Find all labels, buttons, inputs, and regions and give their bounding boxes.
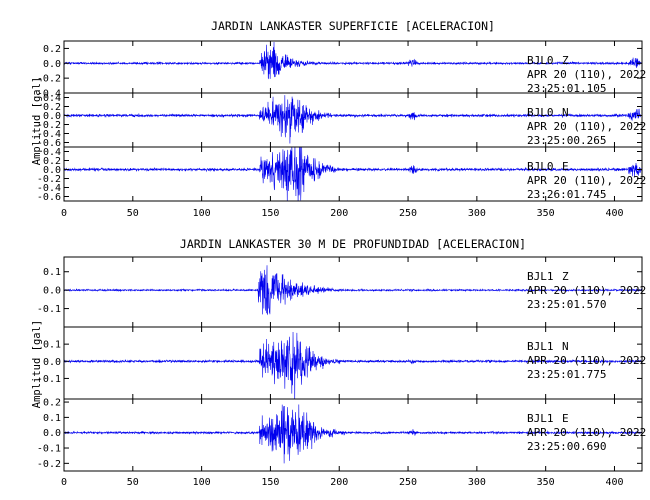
y-tick-label: -0.4	[37, 129, 61, 140]
y-tick-label: 0.2	[43, 44, 61, 55]
y-tick-label: -0.4	[37, 183, 61, 194]
waveform-trace	[64, 95, 642, 144]
x-tick-label: 400	[605, 477, 623, 488]
panel-frame	[63, 146, 643, 202]
waveform-trace	[64, 331, 642, 399]
x-tick-label: 350	[537, 208, 555, 219]
component-code: Z	[562, 270, 569, 283]
x-tick-label: 50	[127, 477, 139, 488]
y-tick-label: -0.1	[37, 374, 61, 385]
y-tick-label: -0.1	[37, 304, 61, 315]
y-tick-label: 0.2	[43, 398, 61, 409]
station-code: BJL0	[527, 54, 554, 67]
x-tick-label: 100	[193, 208, 211, 219]
x-tick-label: 200	[330, 477, 348, 488]
chart-title: JARDIN LANKASTER 30 M DE PROFUNDIDAD [AC…	[180, 237, 526, 251]
y-tick-label: -0.6	[37, 138, 61, 149]
y-tick-label: -0.2	[37, 459, 61, 470]
waveform-trace	[64, 404, 642, 464]
y-tick-label: 0.4	[43, 147, 61, 158]
y-tick-label: 0.2	[43, 156, 61, 167]
record-time: 23:25:01.775	[527, 368, 606, 381]
record-time: 23:26:01.745	[527, 188, 606, 201]
record-time: 23:25:01.570	[527, 298, 606, 311]
record-date: APR 20 (110), 2022	[527, 354, 646, 367]
x-tick-label: 250	[399, 477, 417, 488]
y-tick-label: 0.0	[43, 111, 61, 122]
component-code: E	[562, 412, 569, 425]
waveform-trace	[64, 147, 642, 201]
y-tick-label: -0.2	[37, 174, 61, 185]
x-tick-label: 350	[537, 477, 555, 488]
y-tick-label: -0.4	[37, 89, 61, 100]
station-code: BJL0	[527, 106, 554, 119]
y-tick-label: 0.0	[43, 59, 61, 70]
x-tick-label: 300	[468, 477, 486, 488]
y-tick-label: -0.1	[37, 444, 61, 455]
record-date: APR 20 (110), 2022	[527, 284, 646, 297]
y-tick-label: 0.2	[43, 102, 61, 113]
record-date: APR 20 (110), 2022	[527, 426, 646, 439]
y-tick-label: 0.1	[43, 340, 61, 351]
record-date: APR 20 (110), 2022	[527, 120, 646, 133]
record-date: APR 20 (110), 2022	[527, 174, 646, 187]
y-tick-label: -0.2	[37, 120, 61, 131]
y-tick-label: -0.6	[37, 192, 61, 203]
y-tick-label: 0.0	[43, 165, 61, 176]
station-code: BJL1	[527, 412, 554, 425]
x-tick-label: 400	[605, 208, 623, 219]
record-time: 23:25:01.105	[527, 82, 606, 95]
x-tick-label: 150	[261, 208, 279, 219]
station-code: BJL1	[527, 270, 554, 283]
component-code: Z	[562, 54, 569, 67]
record-date: APR 20 (110), 2022	[527, 68, 646, 81]
y-axis-label: Amplitud [gal]	[31, 320, 43, 409]
component-code: N	[562, 340, 569, 353]
x-tick-label: 0	[61, 208, 67, 219]
x-tick-label: 50	[127, 208, 139, 219]
y-tick-label: -0.2	[37, 74, 61, 85]
y-tick-label: 0.0	[43, 357, 61, 368]
station-code: BJL1	[527, 340, 554, 353]
x-tick-label: 150	[261, 477, 279, 488]
seismogram-chart-2: JARDIN LANKASTER 30 M DE PROFUNDIDAD [AC…	[31, 237, 646, 488]
y-tick-label: 0.1	[43, 413, 61, 424]
seismogram-chart-1: JARDIN LANKASTER SUPERFICIE [ACELERACION…	[31, 19, 646, 219]
y-axis-label: Amplitud [gal]	[31, 77, 43, 166]
x-tick-label: 200	[330, 208, 348, 219]
panel-frame	[63, 398, 643, 472]
component-code: E	[562, 160, 569, 173]
y-tick-label: 0.1	[43, 267, 61, 278]
y-tick-label: 0.0	[43, 286, 61, 297]
record-time: 23:25:00.690	[527, 440, 606, 453]
x-tick-label: 100	[193, 477, 211, 488]
component-code: N	[562, 106, 569, 119]
chart-title: JARDIN LANKASTER SUPERFICIE [ACELERACION…	[211, 19, 495, 33]
waveform-trace	[64, 42, 642, 80]
x-tick-label: 250	[399, 208, 417, 219]
y-tick-label: 0.0	[43, 428, 61, 439]
x-tick-label: 300	[468, 208, 486, 219]
station-code: BJL0	[527, 160, 554, 173]
y-tick-label: 0.4	[43, 93, 61, 104]
record-time: 23:25:00.265	[527, 134, 606, 147]
x-tick-label: 0	[61, 477, 67, 488]
waveform-trace	[64, 265, 642, 316]
